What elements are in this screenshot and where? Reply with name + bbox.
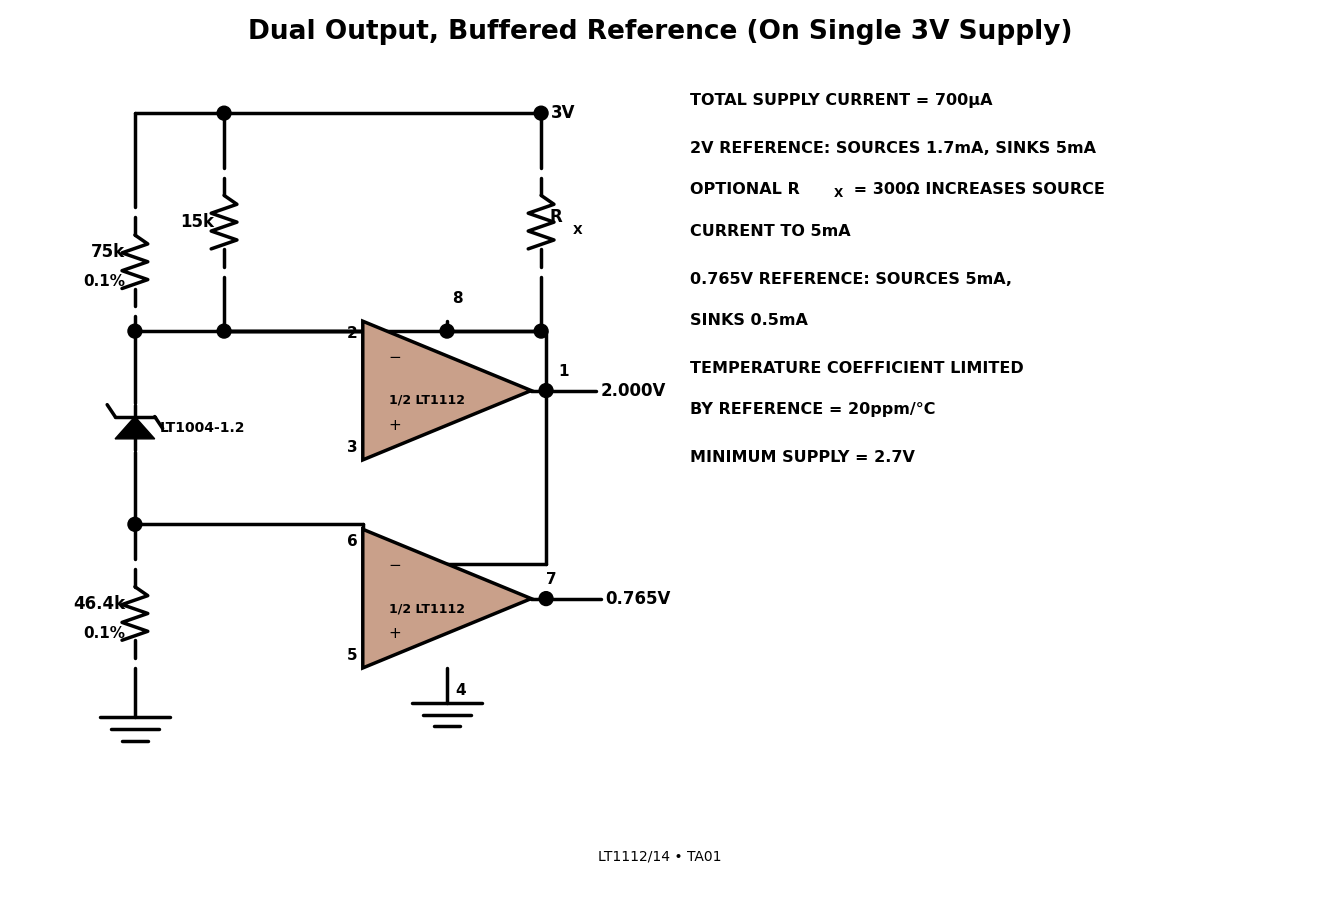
Text: MINIMUM SUPPLY = 2.7V: MINIMUM SUPPLY = 2.7V <box>690 450 915 465</box>
Text: TOTAL SUPPLY CURRENT = 700μA: TOTAL SUPPLY CURRENT = 700μA <box>690 94 993 108</box>
Text: LT1112/14 • TA01: LT1112/14 • TA01 <box>598 850 722 863</box>
Text: BY REFERENCE = 20ppm/°C: BY REFERENCE = 20ppm/°C <box>690 402 936 418</box>
Circle shape <box>539 591 553 606</box>
Text: 0.765V: 0.765V <box>606 590 671 608</box>
Text: = 300Ω INCREASES SOURCE: = 300Ω INCREASES SOURCE <box>849 183 1105 197</box>
Text: $-$: $-$ <box>388 348 401 364</box>
Text: SINKS 0.5mA: SINKS 0.5mA <box>690 313 808 328</box>
Text: $-$: $-$ <box>388 556 401 572</box>
Text: 46.4k: 46.4k <box>73 595 125 613</box>
Text: 1: 1 <box>558 364 569 379</box>
Circle shape <box>440 324 454 338</box>
Text: X: X <box>833 187 842 201</box>
Text: 3V: 3V <box>550 104 576 122</box>
Text: R: R <box>549 208 562 226</box>
Text: 6: 6 <box>347 534 358 549</box>
Circle shape <box>128 324 141 338</box>
Text: 8: 8 <box>451 292 462 306</box>
Circle shape <box>216 106 231 120</box>
Text: 2V REFERENCE: SOURCES 1.7mA, SINKS 5mA: 2V REFERENCE: SOURCES 1.7mA, SINKS 5mA <box>690 141 1096 156</box>
Text: 2.000V: 2.000V <box>601 382 665 400</box>
Text: Dual Output, Buffered Reference (On Single 3V Supply): Dual Output, Buffered Reference (On Sing… <box>248 19 1072 45</box>
Polygon shape <box>363 321 531 460</box>
Circle shape <box>535 324 548 338</box>
Polygon shape <box>115 417 154 439</box>
Text: CURRENT TO 5mA: CURRENT TO 5mA <box>690 224 850 239</box>
Text: LT1004-1.2: LT1004-1.2 <box>160 420 246 435</box>
Polygon shape <box>363 529 531 668</box>
Text: $+$: $+$ <box>388 626 401 641</box>
Text: 3: 3 <box>347 440 358 455</box>
Circle shape <box>216 324 231 338</box>
Text: 1/2 LT1112: 1/2 LT1112 <box>389 394 465 407</box>
Text: 75k: 75k <box>91 243 125 261</box>
Text: 4: 4 <box>455 683 466 698</box>
Text: 5: 5 <box>347 648 358 663</box>
Text: $+$: $+$ <box>388 418 401 433</box>
Circle shape <box>535 106 548 120</box>
Text: X: X <box>573 223 582 237</box>
Text: 0.765V REFERENCE: SOURCES 5mA,: 0.765V REFERENCE: SOURCES 5mA, <box>690 272 1011 287</box>
Text: 0.1%: 0.1% <box>83 274 125 289</box>
Text: 1/2 LT1112: 1/2 LT1112 <box>389 602 465 615</box>
Text: OPTIONAL R: OPTIONAL R <box>690 183 800 197</box>
Text: 7: 7 <box>546 572 557 587</box>
Text: 15k: 15k <box>180 213 214 231</box>
Text: 2: 2 <box>347 326 358 341</box>
Circle shape <box>128 518 141 531</box>
Text: TEMPERATURE COEFFICIENT LIMITED: TEMPERATURE COEFFICIENT LIMITED <box>690 361 1023 376</box>
Circle shape <box>539 383 553 398</box>
Text: 0.1%: 0.1% <box>83 626 125 641</box>
